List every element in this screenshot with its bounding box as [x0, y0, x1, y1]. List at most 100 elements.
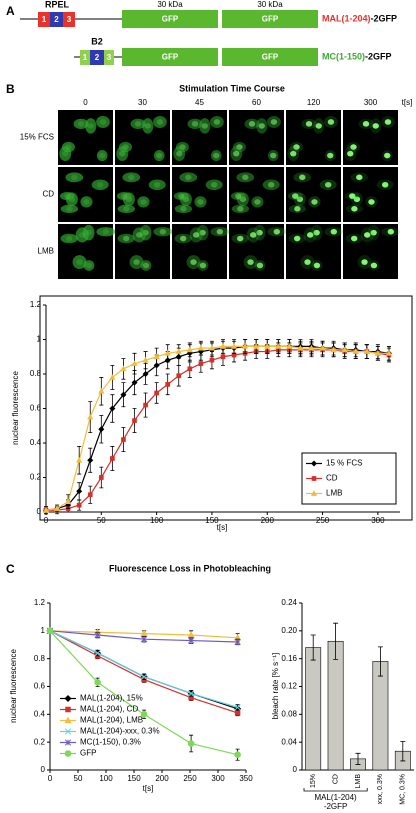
marker — [253, 343, 260, 349]
nucleus — [119, 150, 126, 157]
x-tick-label: MC, 0.3% — [400, 774, 407, 805]
nucleus — [134, 121, 142, 127]
marker — [120, 391, 127, 398]
nucleus — [156, 119, 164, 125]
nucleus — [191, 121, 199, 127]
group-label: MAL(1-204) — [314, 793, 357, 802]
marker — [76, 456, 83, 463]
nucleus — [313, 262, 321, 269]
nucleus — [235, 193, 242, 199]
nucleus — [236, 144, 243, 150]
nucleus — [180, 235, 187, 242]
nucleus — [363, 232, 371, 238]
nucleus — [216, 228, 224, 235]
domain-number: 3 — [107, 53, 112, 62]
x-axis-label: t[s] — [217, 523, 228, 532]
nucleus — [254, 199, 261, 205]
domain-box — [90, 50, 104, 65]
nucleus — [242, 174, 249, 181]
nucleus — [294, 206, 301, 212]
nucleus — [77, 121, 85, 127]
nucleus — [156, 152, 163, 159]
nucleus — [142, 262, 150, 269]
y-tick-label: 0 — [37, 507, 42, 516]
y-axis-label: nuclear fluorescence — [9, 649, 18, 723]
nucleus — [384, 119, 392, 125]
error-bar — [355, 752, 361, 765]
x-tick-label: 300 — [371, 516, 385, 525]
nucleus — [237, 235, 244, 242]
legend-label: GFP — [80, 749, 96, 758]
marker — [230, 343, 238, 349]
marker — [120, 365, 127, 372]
nucleus — [123, 206, 130, 212]
y-axis-label: bleach rate [% s⁻¹] — [271, 653, 280, 719]
error-bar — [400, 741, 406, 762]
gfp-box — [222, 10, 318, 28]
bar — [372, 661, 389, 771]
marker — [142, 356, 149, 363]
marker — [64, 498, 72, 504]
nucleus — [201, 123, 208, 129]
nucleus — [199, 262, 207, 269]
group-label: -2GFP — [324, 802, 348, 811]
nucleus — [384, 152, 391, 159]
nucleus — [140, 199, 147, 205]
marker — [64, 728, 72, 735]
cell — [236, 172, 255, 183]
nucleus — [185, 174, 192, 181]
marker — [264, 343, 271, 349]
cell — [59, 146, 72, 162]
legend-label: 15 % FCS — [326, 459, 362, 468]
nucleus — [387, 228, 395, 235]
time-label: 300 — [364, 98, 378, 107]
nucleus — [123, 235, 130, 242]
nucleus — [368, 199, 375, 205]
nucleus — [121, 193, 128, 199]
nucleus — [71, 174, 78, 181]
y-tick-label: 0.20 — [281, 626, 297, 635]
construct-name: MAL(1-204)-2GFP — [322, 14, 397, 24]
nucleus — [210, 181, 218, 188]
x-tick-label: CD — [332, 774, 339, 784]
nucleus — [66, 235, 73, 242]
construct-name: MC(1-150)-2GFP — [322, 52, 392, 62]
nucleus — [311, 199, 318, 205]
cell — [59, 192, 75, 201]
marker — [76, 488, 83, 495]
cell — [153, 115, 167, 128]
legend-label: MAL(1-204), 15% — [80, 694, 143, 703]
marker — [187, 631, 195, 638]
cell — [72, 255, 87, 269]
legend-label: MAL(1-204), LMB — [80, 716, 143, 725]
nucleus — [248, 121, 256, 127]
marker — [164, 349, 171, 356]
domain-box — [38, 12, 50, 27]
nucleus — [102, 228, 110, 235]
nucleus — [349, 193, 356, 199]
cell — [231, 204, 250, 214]
domain-label: RPEL — [45, 0, 70, 9]
cell — [117, 204, 136, 214]
marker — [319, 344, 326, 351]
cell — [116, 146, 129, 162]
cell — [194, 196, 207, 208]
construct-suffix: -2GFP — [371, 14, 398, 24]
cell — [83, 260, 95, 271]
cell — [173, 146, 186, 162]
marker — [310, 460, 318, 467]
x-tick-label: 50 — [97, 516, 106, 525]
marker — [143, 402, 148, 408]
nucleus — [306, 232, 314, 238]
marker — [76, 502, 82, 508]
cell — [148, 179, 166, 191]
marker — [374, 349, 382, 356]
nucleus — [299, 174, 306, 181]
y-tick-label: 1 — [41, 626, 46, 635]
panel-label: A — [6, 4, 15, 18]
domain-box — [50, 12, 63, 27]
construct-name-part: MC(1-150) — [322, 52, 365, 62]
nucleus — [324, 181, 332, 188]
nucleus — [213, 152, 220, 159]
cell — [179, 172, 198, 183]
